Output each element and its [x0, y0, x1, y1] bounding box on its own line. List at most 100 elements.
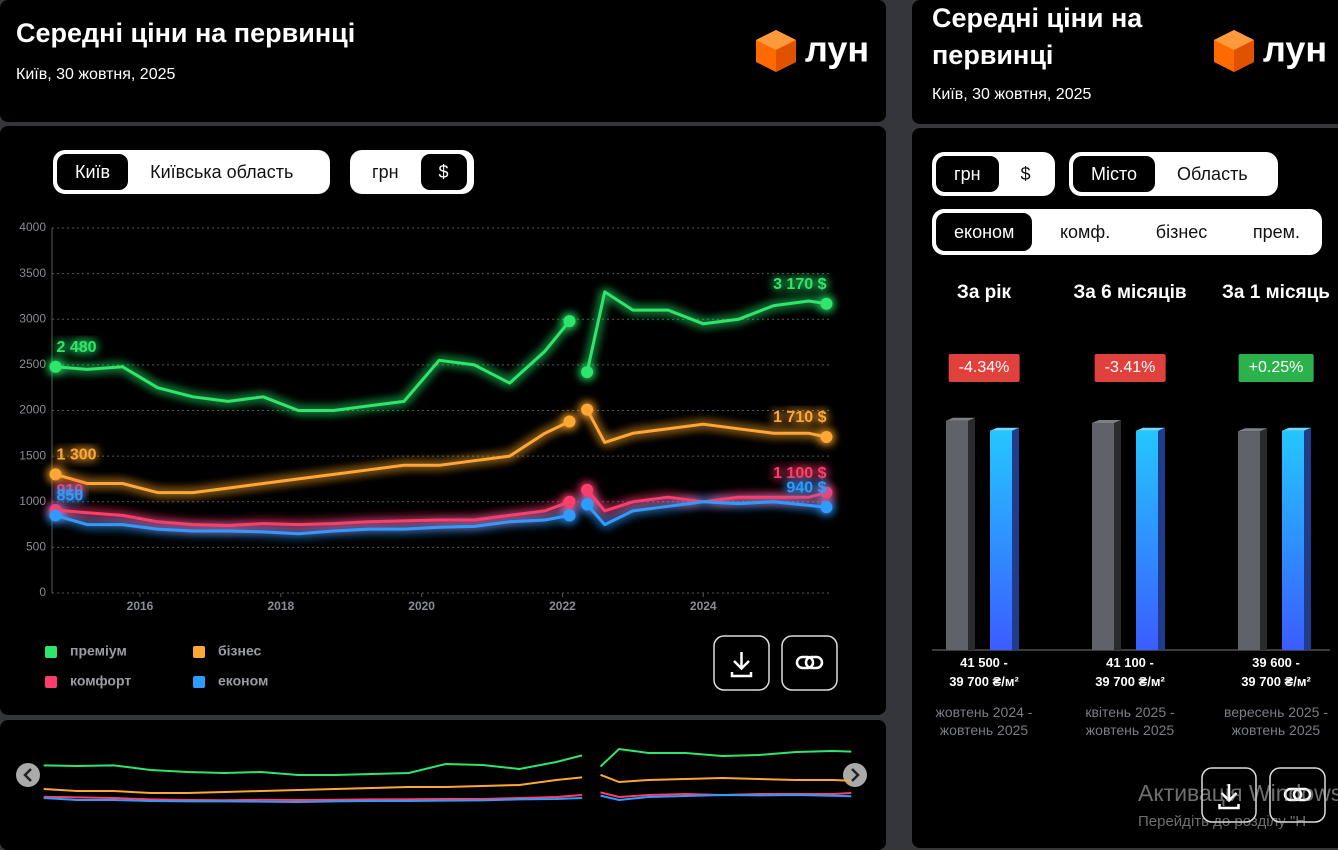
right-header [912, 0, 1338, 124]
navigator-line [43, 747, 852, 776]
value-label: 910 [57, 482, 84, 499]
bar [1136, 430, 1158, 650]
bar-side [1012, 427, 1019, 650]
y-tick-label: 500 [26, 540, 46, 554]
bar [1092, 422, 1114, 650]
logo-text: лун [805, 29, 869, 70]
price-range: 41 100 - 39 700 ₴/м² [1095, 655, 1165, 689]
period-label: вересень 2025 - жовтень 2025 [1223, 704, 1329, 738]
legend-swatch [45, 676, 57, 688]
x-tick-label: 2016 [127, 599, 154, 613]
series-line [55, 290, 827, 412]
scroll-left[interactable] [16, 763, 40, 787]
date: Київ, 30 жовтня, 2025 [16, 66, 176, 83]
series-line [55, 408, 827, 495]
watermark-subtitle: Перейдіть до розділу "Н [1138, 813, 1307, 830]
legend-swatch [45, 646, 57, 658]
bar-side [1260, 428, 1267, 650]
toggle-option[interactable]: $ [420, 154, 467, 190]
column-header: За 1 місяць [1222, 282, 1330, 303]
area-toggle: Місто Область [1069, 152, 1278, 196]
series-dot [49, 509, 62, 522]
bar-side [968, 417, 975, 650]
x-tick-label: 2018 [267, 599, 294, 613]
y-tick-label: 3500 [19, 266, 46, 280]
date: Київ, 30 жовтня, 2025 [932, 86, 1092, 103]
bar-side [1304, 427, 1311, 650]
scroll-right[interactable] [843, 763, 867, 787]
left-header [0, 0, 886, 122]
title: Середні ціни на первинці [932, 3, 1143, 70]
navigator-line [43, 793, 852, 804]
series-dot [563, 415, 576, 428]
series-dot [581, 483, 594, 496]
value-label: 850 [57, 488, 84, 505]
value-label: 1 710 $ [773, 409, 826, 426]
legend-label: економ [218, 673, 268, 689]
toggle-option[interactable]: комф. [1059, 221, 1111, 242]
y-tick-label: 4000 [19, 220, 46, 234]
bar-top [1238, 428, 1267, 432]
value-label: 3 170 $ [773, 276, 826, 293]
link-button[interactable] [1269, 767, 1326, 823]
series-dot [563, 315, 576, 328]
toggle-option[interactable]: $ [1020, 163, 1031, 184]
bar-top [1282, 427, 1311, 431]
toggle-option[interactable]: економ [936, 213, 1033, 251]
region-toggle: Київ Київська область [53, 150, 330, 194]
y-tick-label: 2500 [19, 357, 46, 371]
x-tick-label: 2020 [408, 599, 435, 613]
legend-label: бізнес [218, 643, 262, 659]
link-button[interactable] [781, 635, 838, 691]
series-dot [820, 297, 833, 310]
navigator-line [43, 773, 852, 794]
logo-cube [756, 30, 796, 72]
change-badge: -3.41% [1094, 354, 1166, 382]
toggle-option[interactable]: Київ [57, 154, 129, 190]
series-dot [581, 498, 594, 511]
download-button[interactable] [713, 635, 770, 691]
column-header: За 6 місяців [1073, 282, 1187, 303]
y-tick-label: 0 [39, 585, 46, 599]
bar [1282, 430, 1304, 650]
series-dot [563, 509, 576, 522]
value-label: 2 480 [57, 339, 97, 356]
bar-top [1136, 427, 1165, 431]
bar [990, 430, 1012, 650]
series-dot [820, 486, 833, 499]
legend-label: комфорт [70, 673, 131, 689]
price-range: 41 500 - 39 700 ₴/м² [949, 655, 1019, 689]
series-dot [49, 468, 62, 481]
legend-swatch [193, 646, 205, 658]
y-tick-label: 1500 [19, 448, 46, 462]
change-badge: -4.34% [948, 354, 1020, 382]
logo-text: лун [1263, 29, 1327, 70]
currency-toggle: грн $ [350, 150, 474, 194]
series-line [55, 488, 827, 527]
toggle-option[interactable]: грн [372, 161, 399, 182]
y-tick-label: 3000 [19, 311, 46, 325]
toggle-option[interactable]: бізнес [1155, 221, 1208, 242]
change-badge: +0.25% [1238, 354, 1314, 382]
bar-side [1114, 419, 1121, 650]
toggle-option[interactable]: Київська область [150, 161, 294, 182]
period-label: квітень 2025 - жовтень 2025 [1085, 704, 1175, 738]
toggle-option[interactable]: Місто [1073, 156, 1156, 192]
toggle-option[interactable]: прем. [1252, 221, 1300, 242]
series-dot [581, 403, 594, 416]
watermark-title: Активація Windows [1138, 780, 1338, 806]
value-label: 1 100 $ [773, 465, 826, 482]
series-dot [820, 430, 833, 443]
toggle-option[interactable]: грн [936, 156, 999, 192]
bar-top [1092, 419, 1121, 423]
bar-top [946, 417, 975, 421]
plot-lines [49, 290, 833, 536]
series-dot [581, 366, 594, 379]
toggle-option[interactable]: Область [1177, 163, 1248, 184]
legend-swatch [193, 676, 205, 688]
column-header: За рік [956, 282, 1012, 303]
title: Середні ціни на первинці [16, 18, 356, 48]
download-button[interactable] [1201, 767, 1257, 823]
